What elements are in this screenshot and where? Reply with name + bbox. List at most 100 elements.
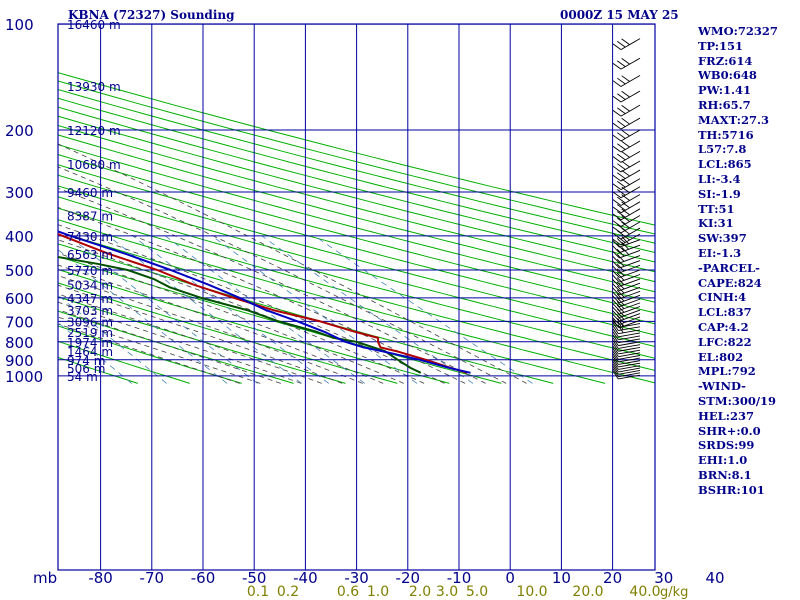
dry-adiabat-line — [58, 282, 398, 384]
height-label: 2519 m — [67, 326, 113, 340]
moist-adiabat-line — [58, 166, 507, 384]
dry-adiabat-line — [58, 296, 346, 384]
index-item: WMO:72327 — [698, 24, 778, 38]
mixing-ratio-line — [58, 322, 132, 384]
wind-barb — [612, 281, 641, 292]
wind-barb — [612, 57, 641, 70]
temperature-tick-label: 30 — [654, 569, 673, 587]
wind-barb — [612, 263, 641, 274]
pressure-tick-label: 200 — [5, 122, 34, 140]
dry-adiabat-line — [58, 207, 655, 371]
mixing-ratio-label: 2.0 — [409, 584, 431, 600]
index-item: CAP:4.2 — [698, 319, 749, 334]
dry-adiabats — [58, 72, 655, 384]
wind-barb — [612, 272, 641, 283]
wind-barb — [612, 285, 641, 296]
mixing-ratio-lines — [58, 235, 533, 384]
wind-barb — [612, 293, 641, 304]
wind-barb — [612, 353, 641, 363]
index-item: TH:5716 — [698, 127, 754, 142]
index-item: SHR+:0.0 — [698, 423, 761, 438]
dry-adiabat-line — [58, 124, 655, 283]
temperature-tick-label: 40 — [705, 569, 724, 587]
wind-barb — [612, 356, 641, 365]
index-item: PW:1.41 — [698, 83, 752, 98]
height-label: 9460 m — [67, 186, 113, 200]
temperature-profile — [58, 232, 468, 374]
wind-barb — [612, 348, 641, 358]
wind-barb — [612, 358, 641, 368]
dry-adiabat-line — [58, 196, 655, 359]
mixing-ratio-label: 40.0 — [629, 584, 660, 600]
dry-adiabat-line — [58, 72, 655, 226]
wind-barb — [612, 334, 641, 344]
temperature-tick-label: -50 — [242, 569, 267, 587]
wind-barb — [612, 324, 641, 335]
chart-title: KBNA (72327) Sounding — [68, 8, 235, 22]
wind-barb — [612, 233, 641, 246]
index-item: CAPE:824 — [698, 275, 762, 290]
wind-barb — [612, 365, 641, 375]
dry-adiabat-line — [58, 310, 294, 384]
dry-adiabat-line — [58, 219, 655, 384]
wind-barb — [612, 169, 641, 182]
dry-adiabat-line — [58, 88, 655, 244]
wind-barb — [612, 247, 641, 259]
height-label: 7430 m — [67, 230, 113, 244]
wind-barb — [612, 337, 641, 347]
dry-adiabat-line — [58, 97, 655, 253]
mixing-ratio-line — [165, 235, 366, 384]
wind-barb — [612, 350, 641, 360]
index-item: TT:51 — [698, 201, 735, 216]
temperature-tick-label: 10 — [552, 569, 571, 587]
temperature-tick-label: -20 — [396, 569, 421, 587]
index-item: WB0:648 — [698, 68, 757, 83]
dry-adiabat-line — [58, 185, 655, 347]
wind-barb — [612, 104, 641, 117]
mixing-ratio-line — [108, 235, 302, 384]
height-label: 13930 m — [67, 80, 121, 94]
index-item: MAXT:27.3 — [698, 112, 769, 127]
pressure-tick-label: 100 — [5, 16, 34, 34]
wind-barb — [612, 75, 641, 87]
dry-adiabat-line — [58, 106, 655, 263]
mixing-ratio-line — [211, 235, 418, 384]
index-item: LFC:822 — [698, 334, 752, 349]
wind-barb — [612, 215, 641, 227]
wind-barb — [612, 363, 641, 373]
temperature-tick-label: -60 — [191, 569, 216, 587]
wind-barb — [612, 368, 641, 378]
index-item: BRN:8.1 — [698, 467, 752, 482]
dry-adiabat-line — [58, 115, 655, 273]
index-item: TP:151 — [698, 38, 744, 53]
mixing-ratio-label: 0.2 — [277, 584, 299, 600]
pressure-tick-label: 1000 — [5, 368, 43, 386]
wind-barb — [612, 340, 641, 349]
index-item: EHI:1.0 — [698, 453, 748, 468]
wind-barbs — [612, 38, 641, 380]
index-item: -PARCEL- — [698, 260, 760, 275]
dry-adiabat-line — [58, 164, 655, 325]
temperature-tick-label: -70 — [140, 569, 165, 587]
moist-adiabat-line — [58, 187, 486, 384]
mixing-ratio-line — [314, 235, 533, 384]
wind-barb — [612, 268, 641, 278]
wind-barb — [612, 321, 641, 332]
temperature-tick-label: -40 — [293, 569, 318, 587]
temperature-tick-label: 20 — [603, 569, 622, 587]
height-label: 10680 m — [67, 158, 121, 172]
wind-barb — [612, 297, 641, 308]
index-item: FRZ:614 — [698, 53, 753, 68]
mixing-ratio-label: 5.0 — [466, 584, 488, 600]
dry-adiabat-line — [58, 268, 450, 384]
height-label: 1464 m — [67, 345, 113, 359]
moist-adiabat-line — [58, 284, 343, 384]
index-item: SI:-1.9 — [698, 186, 741, 201]
temperature-tick-label: -30 — [344, 569, 369, 587]
mixing-ratio-line — [58, 249, 228, 384]
wind-barb — [612, 241, 641, 254]
wind-barb — [612, 331, 641, 341]
wind-barb — [612, 342, 641, 352]
wind-barb — [612, 38, 641, 51]
plot-frame — [57, 23, 656, 571]
